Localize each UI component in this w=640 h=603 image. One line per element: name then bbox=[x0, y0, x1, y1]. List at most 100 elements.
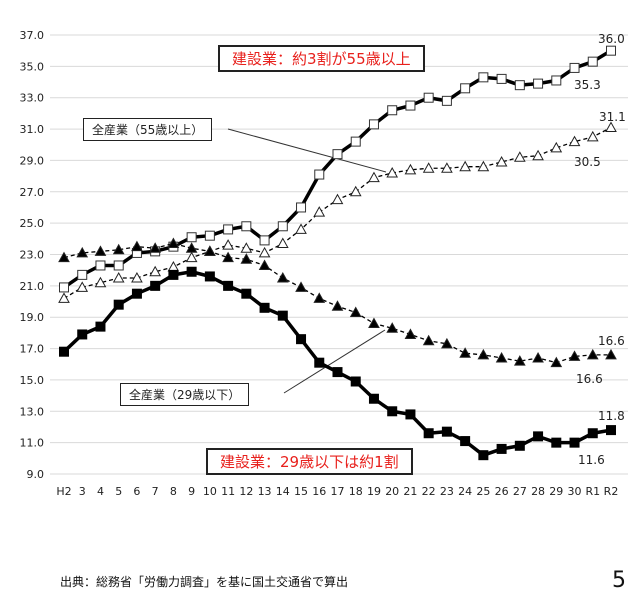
x-tick-label: 29 bbox=[549, 485, 563, 498]
x-tick-label: 10 bbox=[203, 485, 217, 498]
x-tick-label: 25 bbox=[476, 485, 490, 498]
marker-const55 bbox=[423, 92, 434, 103]
marker-const29 bbox=[186, 266, 197, 277]
marker-all29 bbox=[94, 245, 107, 256]
marker-const29 bbox=[569, 437, 580, 448]
x-tick-label: 24 bbox=[458, 485, 472, 498]
marker-all55 bbox=[76, 281, 89, 292]
marker-const29 bbox=[405, 409, 416, 420]
data-label-const55-r2: 36.0 bbox=[598, 32, 625, 46]
marker-const29 bbox=[332, 367, 343, 378]
marker-all55 bbox=[568, 135, 581, 147]
marker-const55 bbox=[569, 62, 580, 73]
marker-const55 bbox=[478, 72, 489, 83]
x-tick-label: 11 bbox=[221, 485, 235, 498]
marker-all29 bbox=[550, 356, 563, 368]
marker-const29 bbox=[150, 280, 161, 291]
series-line-const55 bbox=[63, 49, 612, 289]
marker-const55 bbox=[460, 83, 471, 94]
x-tick-label: R2 bbox=[604, 485, 619, 498]
x-tick-label: 7 bbox=[152, 485, 159, 498]
marker-all29 bbox=[477, 348, 490, 360]
source-note: 出典：総務省「労働力調査」を基に国土交通省で算出 bbox=[60, 575, 349, 589]
callout-line-all55 bbox=[227, 128, 387, 173]
marker-all55 bbox=[422, 162, 435, 173]
marker-all55 bbox=[404, 163, 417, 175]
marker-const55 bbox=[441, 95, 452, 106]
marker-const55 bbox=[296, 202, 307, 213]
marker-const29 bbox=[387, 406, 398, 417]
annotation-all55: 全産業（55歳以上） bbox=[83, 118, 213, 141]
y-tick-label: 23.0 bbox=[20, 249, 45, 262]
marker-const29 bbox=[168, 269, 179, 280]
marker-all55 bbox=[185, 251, 198, 263]
series-line-const29 bbox=[62, 269, 612, 457]
marker-const55 bbox=[514, 80, 525, 91]
marker-all29 bbox=[185, 242, 198, 253]
data-label-all29-r1: 16.6 bbox=[576, 372, 603, 386]
x-tick-label: 3 bbox=[79, 485, 86, 498]
marker-const29 bbox=[460, 436, 471, 447]
x-tick-label: 8 bbox=[170, 485, 177, 498]
x-tick-label: 9 bbox=[188, 485, 195, 498]
marker-all55 bbox=[276, 237, 289, 249]
marker-const55 bbox=[77, 269, 88, 280]
marker-all29 bbox=[131, 240, 143, 252]
marker-const29 bbox=[296, 334, 307, 345]
marker-const29 bbox=[131, 288, 142, 299]
marker-const29 bbox=[533, 431, 544, 442]
marker-const29 bbox=[277, 310, 288, 321]
y-tick-label: 29.0 bbox=[20, 154, 45, 167]
x-tick-label: 26 bbox=[495, 485, 509, 498]
data-label-all55-r1: 30.5 bbox=[574, 155, 601, 169]
x-tick-label: 6 bbox=[133, 485, 140, 498]
marker-const29 bbox=[514, 440, 525, 451]
marker-all55 bbox=[477, 160, 490, 172]
marker-all55 bbox=[58, 292, 70, 303]
marker-all55 bbox=[240, 242, 253, 253]
marker-const55 bbox=[387, 105, 398, 116]
y-tick-label: 31.0 bbox=[20, 123, 45, 136]
marker-const29 bbox=[478, 450, 489, 461]
marker-all29 bbox=[368, 317, 380, 328]
marker-const55 bbox=[496, 73, 507, 84]
x-tick-label: 22 bbox=[422, 485, 436, 498]
marker-all29 bbox=[404, 328, 417, 339]
marker-all29 bbox=[204, 245, 216, 256]
marker-const55 bbox=[259, 235, 270, 246]
marker-all55 bbox=[167, 261, 180, 272]
x-tick-label: 21 bbox=[403, 485, 417, 498]
marker-all55 bbox=[295, 223, 307, 234]
marker-const55 bbox=[59, 282, 69, 293]
marker-all29 bbox=[513, 355, 526, 366]
marker-all29 bbox=[276, 271, 289, 283]
marker-all29 bbox=[149, 242, 162, 253]
marker-const55 bbox=[405, 100, 416, 111]
y-tick-label: 37.0 bbox=[20, 29, 45, 42]
x-tick-label: 16 bbox=[312, 485, 326, 498]
marker-const55 bbox=[223, 224, 234, 235]
marker-const29 bbox=[441, 426, 452, 437]
marker-all29 bbox=[313, 292, 326, 303]
annotation-const55: 建設業：約3割が55歳以上 bbox=[218, 45, 425, 72]
marker-const29 bbox=[350, 376, 361, 387]
marker-const29 bbox=[496, 443, 507, 454]
marker-all29 bbox=[459, 347, 471, 358]
marker-const55 bbox=[204, 230, 215, 241]
marker-all55 bbox=[349, 185, 362, 197]
x-tick-label: 28 bbox=[531, 485, 545, 498]
marker-all29 bbox=[295, 281, 307, 292]
x-tick-label: 13 bbox=[258, 485, 272, 498]
x-tick-label: R1 bbox=[585, 485, 600, 498]
marker-all55 bbox=[605, 121, 617, 133]
y-tick-label: 33.0 bbox=[20, 92, 45, 105]
x-tick-label: 4 bbox=[97, 485, 104, 498]
data-label-all55-r2: 31.1 bbox=[599, 110, 626, 124]
marker-const29 bbox=[204, 271, 215, 282]
marker-const55 bbox=[186, 232, 197, 243]
y-tick-label: 11.0 bbox=[20, 437, 45, 450]
marker-const55 bbox=[551, 75, 562, 86]
marker-const55 bbox=[332, 149, 343, 160]
marker-const29 bbox=[587, 428, 598, 439]
x-tick-label: 20 bbox=[385, 485, 399, 498]
